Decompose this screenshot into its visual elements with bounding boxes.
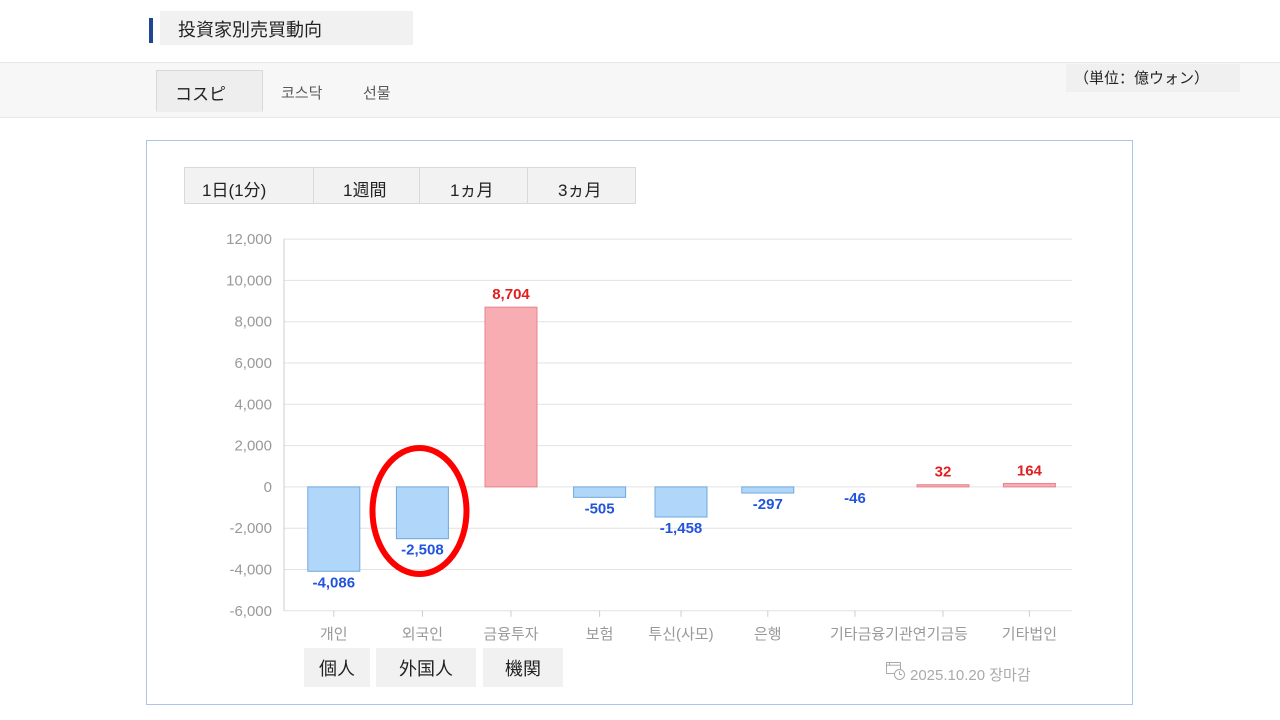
svg-text:4,000: 4,000 — [234, 396, 272, 413]
svg-text:8,000: 8,000 — [234, 314, 272, 331]
svg-text:외국인: 외국인 — [402, 626, 443, 643]
svg-text:기타법인: 기타법인 — [1002, 626, 1057, 643]
svg-text:-2,000: -2,000 — [229, 520, 272, 537]
svg-text:-2,508: -2,508 — [401, 542, 444, 559]
svg-text:은행: 은행 — [754, 626, 782, 643]
svg-text:금융투자: 금융투자 — [483, 626, 538, 643]
svg-text:6,000: 6,000 — [234, 355, 272, 372]
svg-text:개인: 개인 — [320, 626, 348, 643]
svg-text:보험: 보험 — [586, 626, 614, 643]
svg-text:-297: -297 — [753, 496, 783, 513]
svg-text:기타금융기관연기금등: 기타금융기관연기금등 — [830, 626, 968, 643]
svg-text:2,000: 2,000 — [234, 438, 272, 455]
svg-text:-6,000: -6,000 — [229, 603, 272, 620]
svg-text:-4,000: -4,000 — [229, 562, 272, 579]
svg-text:투신(사모): 투신(사모) — [648, 626, 713, 643]
svg-text:32: 32 — [935, 464, 952, 481]
svg-text:8,704: 8,704 — [492, 286, 530, 303]
svg-text:10,000: 10,000 — [226, 272, 272, 289]
svg-text:-1,458: -1,458 — [660, 520, 703, 537]
svg-text:12,000: 12,000 — [226, 231, 272, 248]
svg-text:-505: -505 — [585, 500, 615, 517]
svg-text:-4,086: -4,086 — [313, 574, 356, 591]
svg-text:164: 164 — [1017, 463, 1043, 480]
svg-text:-46: -46 — [844, 490, 866, 507]
svg-text:0: 0 — [264, 479, 272, 496]
